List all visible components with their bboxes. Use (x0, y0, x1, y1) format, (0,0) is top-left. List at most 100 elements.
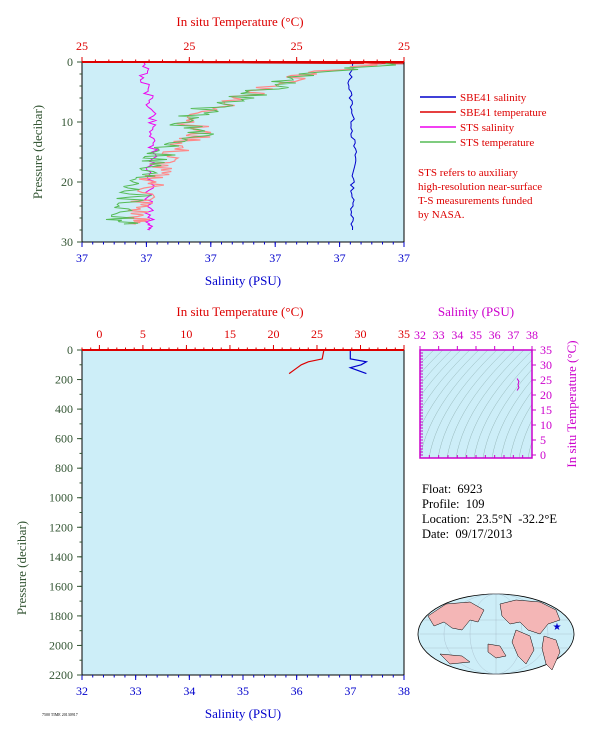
ts-sal-tick-label: 32 (414, 328, 426, 342)
ts-density-contour (500, 390, 532, 458)
bottom-pressure-tick-label: 1000 (49, 491, 73, 505)
ts-temp-tick-label: 5 (540, 433, 546, 447)
bottom-plot-area (82, 350, 404, 675)
bottom-panel: 0 5 10 15 20 25 30 35 32 33 34 35 36 37 38 0 200 400 600 80… (14, 304, 410, 721)
bottom-pressure-tick-label: 2200 (49, 668, 73, 682)
sts-note-line-4: by NASA. (418, 209, 465, 221)
ts-sal-tick-label: 36 (489, 328, 501, 342)
ts-sal-tick-label: 38 (526, 328, 538, 342)
top-series-sts-temperature (105, 61, 402, 225)
bottom-pressure-tick-label: 0 (67, 343, 73, 357)
legend-label-sbe41-temperature: SBE41 temperature (460, 107, 547, 119)
info-date: Date: 09/17/2013 (422, 527, 513, 541)
bottom-sal-tick-label: 37 (344, 684, 356, 698)
ts-density-contour (455, 350, 525, 458)
ts-series-profile (516, 378, 520, 391)
ts-density-contour (482, 369, 532, 458)
bottom-temp-tick-label: 15 (224, 327, 236, 341)
ts-density-contour (473, 359, 532, 458)
top-pressure-tick-label: 30 (61, 235, 73, 249)
ts-series-group (516, 378, 520, 391)
info-profile: Profile: 109 (422, 497, 485, 511)
bottom-pressure-tick-label: 1600 (49, 579, 73, 593)
bottom-sal-tick-label: 32 (76, 684, 88, 698)
bottom-series-sbe41-temperature (288, 349, 325, 375)
top-sal-tick-label: 37 (398, 251, 410, 265)
sts-note-line-2: high-resolution near-surface (418, 181, 542, 193)
bottom-pressure-tick-label: 400 (55, 402, 73, 416)
ts-temp-tick-label: 20 (540, 388, 552, 402)
top-temp-tick-label: 25 (183, 39, 195, 53)
ts-temp-tick-label: 30 (540, 358, 552, 372)
bottom-panel-salinity-title: Salinity (PSU) (205, 706, 281, 721)
top-panel-salinity-title: Salinity (PSU) (205, 273, 281, 288)
ts-temp-tick-label: 10 (540, 418, 552, 432)
bottom-pressure-tick-label: 1800 (49, 609, 73, 623)
top-sal-tick-label: 37 (140, 251, 152, 265)
legend-label-sbe41-salinity: SBE41 salinity (460, 92, 527, 104)
bottom-sal-tick-label: 36 (291, 684, 303, 698)
bottom-series-group (288, 349, 369, 375)
map-land (427, 599, 561, 671)
ts-density-contour (420, 350, 480, 429)
sts-note-line-3: T-S measurements funded (418, 195, 533, 207)
info-location: Location: 23.5°N -32.2°E (422, 512, 557, 526)
ts-density-contour (464, 350, 532, 458)
bottom-pressure-tick-label: 800 (55, 461, 73, 475)
ts-temp-tick-label: 25 (540, 373, 552, 387)
bottom-pressure-tick-label: 200 (55, 373, 73, 387)
ts-density-contour (437, 350, 507, 458)
sts-note-line-1: STS refers to auxiliary (418, 167, 518, 179)
world-map: ★ (417, 593, 575, 675)
bottom-sal-tick-label: 38 (398, 684, 410, 698)
top-pressure-tick-label: 0 (67, 55, 73, 69)
ts-density-contours (420, 350, 532, 458)
top-temp-tick-label: 25 (76, 39, 88, 53)
ts-temp-tick-label: 0 (540, 448, 546, 462)
top-series-sbe41-salinity (347, 61, 358, 231)
bottom-temp-tick-label: 5 (140, 327, 146, 341)
ts-sal-tick-label: 33 (433, 328, 445, 342)
float-location-star: ★ (553, 622, 562, 633)
bottom-pressure-tick-label: 1200 (49, 520, 73, 534)
bottom-series-sbe41-salinity (348, 350, 369, 375)
top-sal-tick-label: 37 (269, 251, 281, 265)
top-temp-tick-label: 25 (398, 39, 410, 53)
top-pressure-tick-label: 20 (61, 175, 73, 189)
bottom-axis-ticks: 0 5 10 15 20 25 30 35 32 33 34 35 36 37 38 0 200 400 600 80… (49, 327, 410, 698)
bottom-sal-tick-label: 35 (237, 684, 249, 698)
top-temp-tick-label: 25 (291, 39, 303, 53)
legend-label-sts-salinity: STS salinity (460, 122, 515, 134)
bottom-temp-tick-label: 0 (96, 327, 102, 341)
top-sal-tick-label: 37 (334, 251, 346, 265)
ts-temperature-title: In situ Temperature (°C) (564, 340, 579, 467)
ts-density-contour (428, 350, 498, 458)
top-panel: 25 25 25 25 37 37 37 37 37 37 0 10 20 30 In situ Temp… (30, 14, 547, 288)
bottom-pressure-tick-label: 1400 (49, 550, 73, 564)
bottom-temp-tick-label: 25 (311, 327, 323, 341)
bottom-temp-tick-label: 10 (180, 327, 192, 341)
ts-salinity-title: Salinity (PSU) (438, 304, 514, 319)
ts-density-contour (491, 379, 532, 458)
top-sal-tick-label: 37 (76, 251, 88, 265)
top-panel-temperature-title: In situ Temperature (°C) (176, 14, 303, 29)
ts-temp-tick-label: 35 (540, 343, 552, 357)
top-sal-tick-label: 37 (205, 251, 217, 265)
bottom-panel-temperature-title: In situ Temperature (°C) (176, 304, 303, 319)
ts-temp-tick-label: 15 (540, 403, 552, 417)
ts-plot-area (420, 350, 532, 458)
ts-density-contour (446, 350, 516, 458)
bottom-temp-tick-label: 35 (398, 327, 410, 341)
bottom-pressure-tick-label: 2000 (49, 638, 73, 652)
float-info: Float: 6923 Profile: 109 Location: 23.5°… (422, 482, 557, 542)
sts-note: STS refers to auxiliary high-resolution … (418, 167, 542, 221)
ts-sal-tick-label: 35 (470, 328, 482, 342)
ts-sal-tick-label: 37 (507, 328, 519, 342)
ts-density-contour (420, 350, 489, 458)
ts-sal-tick-label: 34 (451, 328, 463, 342)
legend-label-sts-temperature: STS temperature (460, 137, 534, 149)
bottom-temp-tick-label: 30 (354, 327, 366, 341)
top-pressure-tick-label: 10 (61, 115, 73, 129)
